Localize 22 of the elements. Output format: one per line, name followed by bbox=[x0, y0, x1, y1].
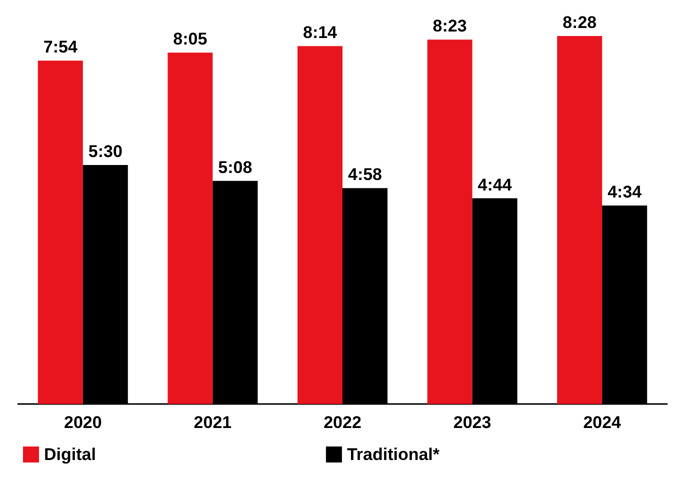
bar bbox=[168, 52, 213, 404]
bar bbox=[298, 46, 342, 404]
data-label: 8:05 bbox=[173, 30, 208, 49]
data-label: 5:08 bbox=[218, 158, 252, 177]
data-label: 4:44 bbox=[478, 175, 512, 194]
legend-label: Traditional* bbox=[346, 445, 440, 464]
data-label: 4:34 bbox=[608, 182, 642, 202]
x-tick-label: 2020 bbox=[64, 413, 102, 432]
data-label: 4:58 bbox=[348, 165, 382, 184]
data-label: 8:28 bbox=[562, 13, 597, 32]
x-tick-label: 2021 bbox=[194, 413, 232, 432]
x-tick-label: 2024 bbox=[583, 413, 622, 432]
x-tick-label: 2023 bbox=[453, 413, 492, 432]
data-label: 7:54 bbox=[43, 38, 78, 57]
bar bbox=[557, 36, 602, 404]
bar bbox=[427, 40, 472, 404]
data-label: 8:23 bbox=[432, 16, 467, 36]
bar bbox=[38, 60, 83, 404]
legend-label: Digital bbox=[44, 445, 96, 464]
data-label: 8:14 bbox=[302, 23, 338, 42]
data-label: 5:30 bbox=[88, 142, 122, 161]
x-tick-label: 2022 bbox=[324, 413, 362, 432]
